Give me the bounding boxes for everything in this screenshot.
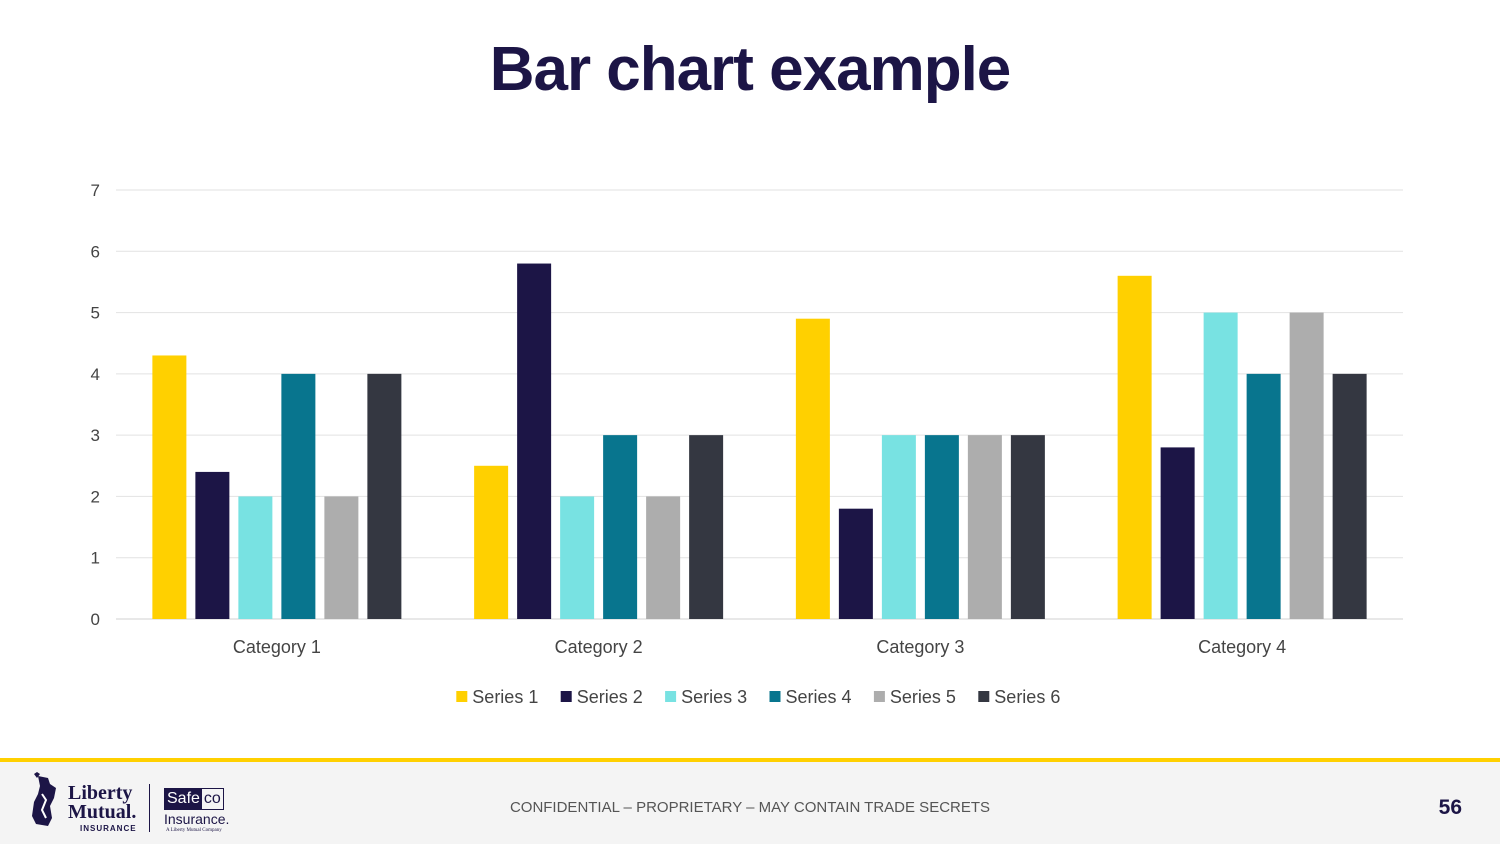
legend-swatch	[769, 691, 781, 702]
category-label: Category 3	[876, 637, 964, 657]
footer: Liberty Mutual. INSURANCE Safe co Insura…	[0, 758, 1500, 844]
bar	[603, 435, 638, 619]
legend-swatch	[873, 691, 885, 702]
legend-label: Series 2	[577, 687, 643, 707]
bar-chart: 0 1 2 3 4 5 6 7 Category 1 Category 2 Category 3 Ca…	[91, 181, 1403, 707]
bar	[1117, 275, 1152, 619]
bar	[474, 465, 509, 619]
bar	[281, 373, 316, 619]
confidential-notice: CONFIDENTIAL – PROPRIETARY – MAY CONTAIN…	[509, 799, 991, 816]
legend-label: Series 4	[786, 687, 852, 707]
legend-swatch	[665, 691, 677, 702]
insurance-text: INSURANCE	[80, 824, 137, 833]
bar	[646, 496, 681, 619]
y-tick-label: 6	[91, 242, 100, 261]
bar	[324, 496, 359, 619]
y-tick-label: 3	[91, 426, 100, 445]
bar	[238, 496, 273, 619]
y-tick-label: 2	[91, 487, 100, 506]
liberty-text: Liberty	[68, 782, 133, 804]
category-label: Category 1	[233, 637, 321, 657]
bar	[195, 471, 230, 619]
bar	[1289, 312, 1324, 619]
logo-divider	[149, 784, 150, 832]
safeco-co-text: co	[203, 790, 221, 807]
safeco-insurance-text: Insurance.	[164, 811, 230, 827]
slide-title: Bar chart example	[489, 35, 1012, 104]
bar	[881, 435, 916, 619]
bar	[367, 373, 402, 619]
bar	[1160, 447, 1195, 619]
y-tick-label: 4	[91, 365, 100, 384]
safeco-subtitle: A Liberty Mutual Company	[166, 828, 222, 833]
legend-label: Series 3	[681, 687, 747, 707]
bar	[152, 355, 187, 619]
y-tick-label: 0	[91, 610, 100, 629]
legend-label: Series 6	[994, 687, 1060, 707]
y-tick-label: 7	[91, 181, 100, 200]
legend-swatch	[456, 691, 468, 702]
y-tick-label: 1	[91, 549, 100, 568]
legend-label: Series 1	[472, 687, 538, 707]
category-label: Category 2	[555, 637, 643, 657]
statue-of-liberty-icon	[32, 772, 56, 826]
bar	[517, 263, 552, 619]
bar	[838, 508, 873, 619]
bar	[1010, 435, 1045, 619]
bar	[1203, 312, 1238, 619]
bar	[1332, 373, 1367, 619]
bar	[924, 435, 959, 619]
bar	[560, 496, 595, 619]
category-label: Category 4	[1198, 637, 1286, 657]
safeco-safe-text: Safe	[165, 789, 202, 809]
legend-label: Series 5	[890, 687, 956, 707]
liberty-mutual-logo: Liberty Mutual. INSURANCE	[28, 772, 158, 836]
bar	[689, 435, 724, 619]
y-tick-label: 5	[91, 304, 100, 323]
safeco-logo: Safe co Insurance. A Liberty Mutual Comp…	[164, 788, 234, 838]
bar	[795, 318, 830, 619]
legend-swatch	[978, 691, 990, 702]
mutual-text: Mutual.	[68, 801, 137, 823]
bar	[967, 435, 1002, 619]
page-number: 56	[1438, 796, 1462, 819]
legend-swatch	[560, 691, 572, 702]
bar	[1246, 373, 1281, 619]
